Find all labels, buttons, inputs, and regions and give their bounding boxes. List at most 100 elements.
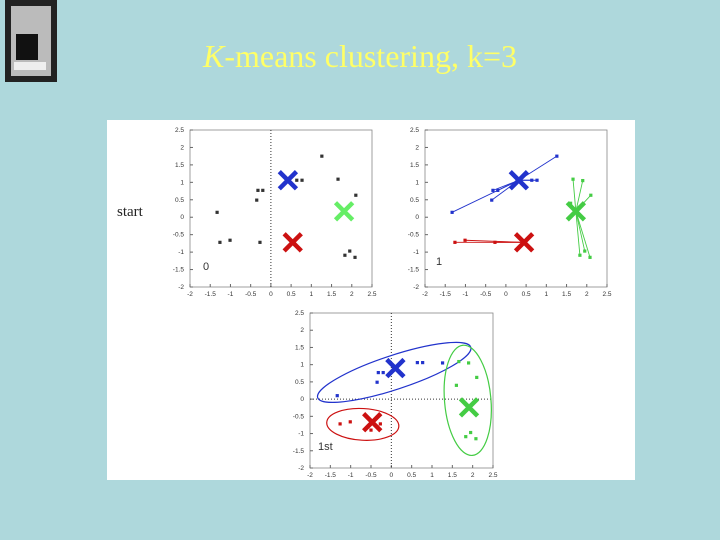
row-label: start [117, 204, 144, 220]
y-tick-label: -0.5 [293, 413, 305, 420]
y-tick-label: -1.5 [293, 448, 305, 455]
data-point [581, 178, 585, 183]
y-tick-label: 0 [180, 214, 184, 221]
x-tick-label: 2.5 [488, 472, 497, 479]
y-tick-label: 1 [180, 179, 184, 186]
y-tick-label: 2.5 [295, 310, 304, 317]
data-point [571, 177, 575, 181]
y-tick-label: -1.5 [173, 267, 185, 274]
centroid [282, 232, 303, 253]
data-point [469, 430, 473, 435]
data-point [381, 370, 385, 375]
x-tick-label: -1.5 [325, 472, 337, 479]
scatter-plot: -2 -1.5 -1 -0.5 0 0.5 1 1.5 2 2.5 -2 -1.5 -1 -0.5 0 0.5… [293, 310, 498, 479]
y-tick-label: 2.5 [410, 127, 419, 134]
data-point [228, 238, 232, 242]
assignment-line [572, 179, 577, 212]
y-tick-label: 0.5 [175, 197, 184, 204]
x-tick-label: -0.5 [480, 291, 492, 298]
data-point [343, 253, 347, 257]
y-tick-label: 1 [415, 179, 419, 186]
centroid [333, 201, 355, 222]
data-point [421, 361, 425, 365]
data-point [450, 210, 454, 214]
x-tick-label: 2.5 [602, 291, 611, 298]
data-point [588, 255, 592, 259]
data-point [258, 240, 262, 244]
y-tick-label: 0 [300, 396, 304, 403]
x-tick-label: 2 [350, 291, 354, 298]
data-point [378, 422, 382, 426]
x-tick-label: 2.5 [367, 291, 376, 298]
x-tick-label: 0.5 [287, 291, 296, 298]
y-tick-label: -2 [178, 284, 184, 291]
x-tick-label: -0.5 [245, 291, 257, 298]
assignment-line [451, 179, 520, 213]
x-tick-label: 0 [390, 472, 394, 479]
cluster-outline [326, 407, 400, 441]
y-tick-label: 1 [300, 362, 304, 369]
slide-title: K-means clustering, k=3 [0, 38, 720, 75]
x-tick-label: -2 [422, 291, 428, 298]
data-point [261, 188, 265, 192]
data-point [453, 240, 457, 244]
x-tick-label: 2 [585, 291, 589, 298]
iteration-label: 1 [436, 256, 442, 268]
x-tick-label: 1.5 [327, 291, 336, 298]
data-point [369, 428, 373, 432]
data-point [375, 380, 379, 384]
data-point [415, 361, 419, 365]
data-point [335, 394, 339, 398]
y-tick-label: 2.5 [175, 127, 184, 134]
y-tick-label: 2 [300, 327, 304, 334]
x-tick-label: 1 [430, 472, 434, 479]
assignment-line [575, 180, 584, 212]
data-point [474, 437, 478, 441]
data-point [300, 178, 304, 182]
x-tick-label: 2 [471, 472, 475, 479]
data-point [348, 249, 352, 253]
plot-frame [189, 129, 373, 288]
y-tick-label: 1.5 [295, 344, 304, 351]
data-point [464, 435, 468, 439]
iteration-label: 0 [203, 261, 209, 273]
assignment-line [575, 211, 586, 252]
centroid [385, 357, 406, 379]
data-point [348, 420, 352, 424]
y-tick-label: 0.5 [295, 379, 304, 386]
x-tick-label: 0 [269, 291, 273, 298]
cluster-outline [443, 344, 492, 457]
x-tick-label: 0.5 [522, 291, 531, 298]
centroid [508, 170, 530, 191]
x-tick-label: 0 [504, 291, 508, 298]
data-point [535, 178, 539, 182]
y-tick-label: -0.5 [408, 232, 420, 239]
data-point [454, 383, 458, 387]
data-point [589, 193, 593, 197]
x-tick-label: 1 [310, 291, 314, 298]
x-tick-label: 1.5 [448, 472, 457, 479]
x-tick-label: -2 [187, 291, 193, 298]
data-point [555, 154, 559, 158]
data-point [336, 177, 340, 181]
x-tick-label: -1 [348, 472, 354, 479]
plot-frame [309, 312, 494, 469]
title-italic: K [203, 38, 225, 74]
centroid [362, 412, 383, 433]
data-point [491, 188, 495, 192]
assignment-line [575, 211, 591, 258]
y-tick-label: 2 [180, 144, 184, 151]
x-tick-label: -1 [463, 291, 469, 298]
data-point [218, 240, 222, 244]
data-point [353, 255, 357, 259]
data-point [376, 370, 380, 375]
x-tick-label: -1 [228, 291, 234, 298]
data-point [490, 198, 494, 202]
y-tick-label: 0.5 [410, 197, 419, 204]
assignment-line [575, 211, 581, 256]
y-tick-label: 1.5 [410, 162, 419, 169]
x-tick-label: 0.5 [407, 472, 416, 479]
data-point [583, 249, 587, 253]
